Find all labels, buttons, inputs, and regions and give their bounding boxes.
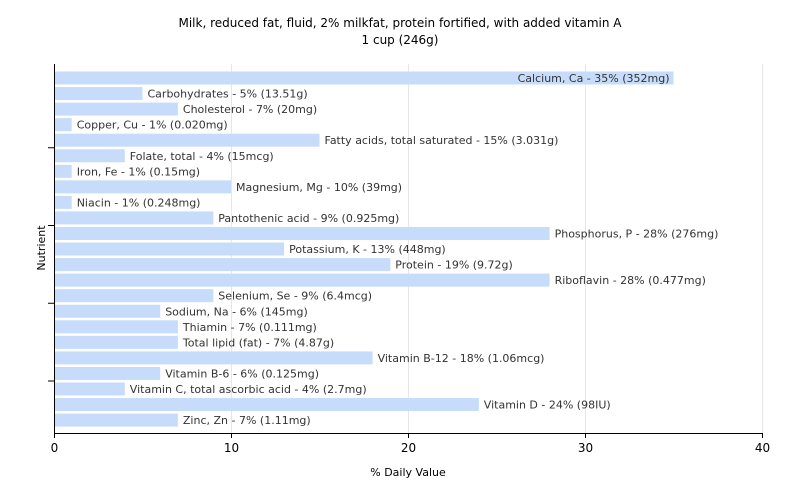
data-label: Riboflavin - 28% (0.477mg)	[555, 274, 706, 287]
bar	[54, 87, 143, 101]
x-axis-label: % Daily Value	[370, 466, 446, 479]
bar	[54, 71, 674, 85]
bar	[54, 351, 373, 365]
data-label: Calcium, Ca - 35% (352mg)	[518, 72, 670, 85]
data-label: Carbohydrates - 5% (13.51g)	[148, 88, 308, 101]
bar	[54, 227, 550, 240]
data-label: Vitamin D - 24% (98IU)	[484, 399, 611, 412]
bar	[54, 304, 161, 318]
bar	[54, 398, 479, 412]
bar-layer: Calcium, Ca - 35% (352mg) Carbohydrates -…	[54, 71, 719, 427]
data-label: Sodium, Na - 6% (145mg)	[165, 305, 308, 318]
data-label: Niacin - 1% (0.248mg)	[77, 196, 201, 209]
bar	[54, 164, 72, 178]
x-tick-label: 20	[401, 441, 416, 455]
data-label: Iron, Fe - 1% (0.15mg)	[77, 165, 200, 178]
data-label: Thiamin - 7% (0.111mg)	[182, 321, 317, 334]
data-label: Protein - 19% (9.72g)	[395, 259, 513, 272]
data-label: Vitamin C, total ascorbic acid - 4% (2.7…	[130, 383, 367, 396]
bar	[54, 211, 214, 225]
bar	[54, 133, 320, 147]
data-label: Phosphorus, P - 28% (276mg)	[555, 228, 719, 241]
data-label: Vitamin B-12 - 18% (1.06mcg)	[378, 352, 545, 365]
bar	[54, 258, 391, 272]
data-label: Selenium, Se - 9% (6.4mcg)	[218, 290, 372, 303]
data-label: Vitamin B-6 - 6% (0.125mg)	[165, 367, 319, 380]
bar	[54, 195, 72, 209]
x-tick-label: 10	[224, 441, 239, 455]
chart-title: Milk, reduced fat, fluid, 2% milkfat, pr…	[178, 16, 622, 30]
data-label: Cholesterol - 7% (20mg)	[183, 103, 317, 116]
data-label: Potassium, K - 13% (448mg)	[289, 243, 446, 256]
data-label: Fatty acids, total saturated - 15% (3.03…	[325, 134, 559, 147]
data-label: Zinc, Zn - 7% (1.11mg)	[183, 414, 311, 427]
bar	[54, 382, 125, 396]
data-label: Magnesium, Mg - 10% (39mg)	[236, 181, 402, 194]
bar	[54, 149, 125, 163]
bar	[54, 289, 214, 303]
bar	[54, 102, 178, 116]
axis-layer: 0 10 20 30 40	[48, 64, 770, 455]
bar	[54, 413, 178, 427]
x-tick-label: 30	[578, 441, 593, 455]
chart-subtitle: 1 cup (246g)	[362, 33, 439, 47]
data-label: Pantothenic acid - 9% (0.925mg)	[218, 212, 399, 225]
bar	[54, 335, 178, 349]
bar	[54, 118, 72, 132]
bar	[54, 273, 550, 287]
x-tick-label: 40	[755, 441, 770, 455]
data-label: Folate, total - 4% (15mcg)	[130, 150, 274, 163]
bar	[54, 366, 161, 380]
bar	[54, 320, 178, 334]
data-label: Total lipid (fat) - 7% (4.87g)	[182, 336, 334, 349]
data-label: Copper, Cu - 1% (0.020mg)	[77, 119, 228, 132]
y-axis-label: Nutrient	[35, 225, 48, 271]
bar	[54, 242, 285, 256]
bar	[54, 180, 231, 194]
x-tick-label: 0	[51, 441, 59, 455]
